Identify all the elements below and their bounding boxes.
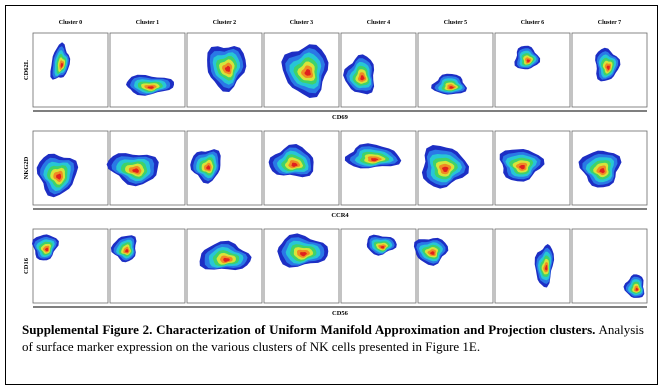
plot-frame: [109, 32, 186, 108]
density-plot-r0-c2: [186, 32, 263, 108]
density-plot-r1-c4: [340, 130, 417, 206]
plot-frame: [32, 32, 109, 108]
density-plot-r0-c3: [263, 32, 340, 108]
density-contour-6: [304, 69, 311, 76]
plot-row-1: NKG2D CCR4: [23, 130, 648, 219]
plot-frame: [340, 130, 417, 206]
density-contour-6: [125, 248, 129, 253]
y-axis-label-0: CD62L: [23, 59, 30, 80]
cluster-header-3: Cluster 3: [290, 20, 313, 26]
density-plot-r2-c0: [32, 228, 109, 304]
density-plot-r1-c1: [106, 130, 186, 206]
density-plot-r2-c7: [571, 228, 648, 304]
plot-row-2: CD16 CD56: [23, 228, 648, 317]
x-axis-label-2: CD56: [332, 310, 349, 317]
density-contour-6: [442, 166, 449, 172]
density-plot-r1-c2: [186, 130, 263, 206]
density-contour-6: [449, 86, 454, 89]
y-axis-label-1: NKG2D: [23, 156, 30, 179]
density-contour-6: [300, 252, 307, 257]
flow-cytometry-figure: Cluster 0 Cluster 1 Cluster 2 Cluster 3 Clus…: [23, 20, 648, 317]
cluster-header-4: Cluster 4: [367, 20, 390, 26]
cluster-header-0: Cluster 0: [59, 20, 82, 26]
density-contour-6: [44, 247, 49, 252]
density-plot-r2-c4: [340, 228, 417, 304]
density-contour-6: [526, 59, 530, 63]
density-contour-6: [380, 245, 385, 249]
density-plot-r2-c1: [109, 228, 186, 304]
density-plot-r2-c5: [413, 228, 494, 304]
density-contour-6: [370, 158, 379, 162]
plot-frame: [494, 32, 571, 108]
density-contour-6: [360, 75, 365, 81]
density-contour-6: [599, 168, 605, 174]
density-plot-r0-c7: [571, 32, 648, 108]
density-contour-6: [430, 251, 435, 255]
cluster-header-2: Cluster 2: [213, 20, 236, 26]
density-plot-r2-c2: [186, 228, 263, 304]
density-contour-6: [606, 65, 610, 70]
density-plot-r1-c7: [571, 130, 648, 206]
density-contour-6: [56, 173, 62, 180]
density-contour-6: [147, 86, 154, 89]
y-axis-label-2: CD16: [23, 257, 30, 274]
density-plot-r0-c6: [494, 32, 571, 108]
density-plot-r1-c3: [263, 130, 340, 206]
density-contour-6: [291, 162, 298, 167]
density-plot-r0-c5: [417, 32, 494, 108]
density-contour-6: [224, 65, 231, 72]
cluster-header-1: Cluster 1: [136, 20, 159, 26]
density-plot-r0-c0: [32, 32, 109, 108]
density-plot-r2-c6: [494, 228, 571, 304]
cluster-header-5: Cluster 5: [444, 20, 467, 26]
density-plot-r0-c4: [340, 32, 417, 108]
density-contour-6: [223, 257, 230, 262]
x-axis-label-1: CCR4: [331, 212, 349, 219]
density-plot-r2-c3: [263, 228, 340, 304]
plot-frame: [494, 228, 571, 304]
plot-rows: CD62L CD69 NKG2D CCR4 CD16 CD56: [23, 32, 648, 317]
density-plot-r1-c0: [32, 130, 109, 206]
cluster-header-7: Cluster 7: [598, 20, 621, 26]
caption-title: Supplemental Figure 2. Characterization …: [22, 322, 596, 337]
density-contour-6: [544, 265, 548, 271]
figure-caption: Supplemental Figure 2. Characterization …: [22, 321, 644, 355]
cluster-headers: Cluster 0 Cluster 1 Cluster 2 Cluster 3 Clus…: [59, 20, 621, 26]
cluster-header-6: Cluster 6: [521, 20, 544, 26]
x-axis-label-0: CD69: [332, 114, 349, 121]
caption-body: Analysis of surface marker expression on…: [22, 322, 644, 354]
density-contour-6: [132, 168, 139, 173]
density-plot-r1-c5: [417, 130, 494, 206]
density-contour-6: [206, 165, 211, 170]
density-contour-6: [635, 287, 639, 291]
density-contour-6: [519, 165, 525, 170]
density-plot-r1-c6: [494, 130, 571, 206]
density-plot-r0-c1: [109, 32, 186, 108]
density-contour-6: [60, 63, 64, 68]
plot-row-0: CD62L CD69: [23, 32, 648, 121]
plot-frame: [417, 32, 494, 108]
